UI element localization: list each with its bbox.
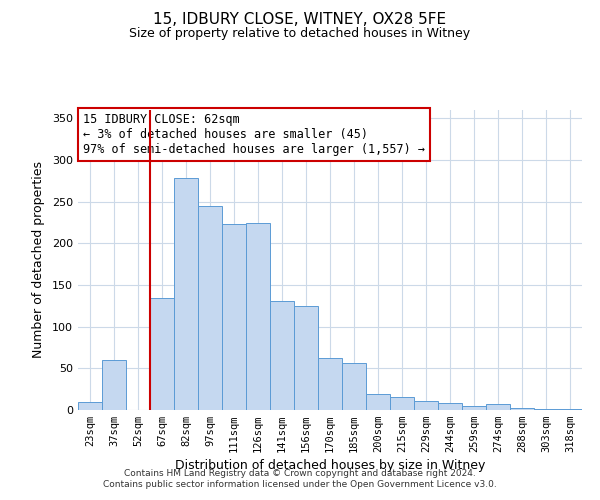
Bar [174, 178, 198, 410]
Bar [366, 394, 390, 410]
Bar [438, 402, 462, 410]
Bar [462, 406, 486, 410]
Bar [390, 396, 414, 410]
Bar [534, 409, 558, 410]
Text: Size of property relative to detached houses in Witney: Size of property relative to detached ho… [130, 28, 470, 40]
Text: Contains HM Land Registry data © Crown copyright and database right 2024.: Contains HM Land Registry data © Crown c… [124, 468, 476, 477]
Text: 15, IDBURY CLOSE, WITNEY, OX28 5FE: 15, IDBURY CLOSE, WITNEY, OX28 5FE [154, 12, 446, 28]
X-axis label: Distribution of detached houses by size in Witney: Distribution of detached houses by size … [175, 460, 485, 472]
Bar [342, 362, 366, 410]
Bar [78, 402, 102, 410]
Bar [270, 301, 294, 410]
Bar [558, 409, 582, 410]
Y-axis label: Number of detached properties: Number of detached properties [32, 162, 45, 358]
Text: 15 IDBURY CLOSE: 62sqm
← 3% of detached houses are smaller (45)
97% of semi-deta: 15 IDBURY CLOSE: 62sqm ← 3% of detached … [83, 113, 425, 156]
Bar [198, 206, 222, 410]
Bar [486, 404, 510, 410]
Bar [294, 306, 318, 410]
Bar [510, 408, 534, 410]
Text: Contains public sector information licensed under the Open Government Licence v3: Contains public sector information licen… [103, 480, 497, 489]
Bar [318, 358, 342, 410]
Bar [246, 222, 270, 410]
Bar [102, 360, 126, 410]
Bar [222, 224, 246, 410]
Bar [150, 298, 174, 410]
Bar [414, 401, 438, 410]
